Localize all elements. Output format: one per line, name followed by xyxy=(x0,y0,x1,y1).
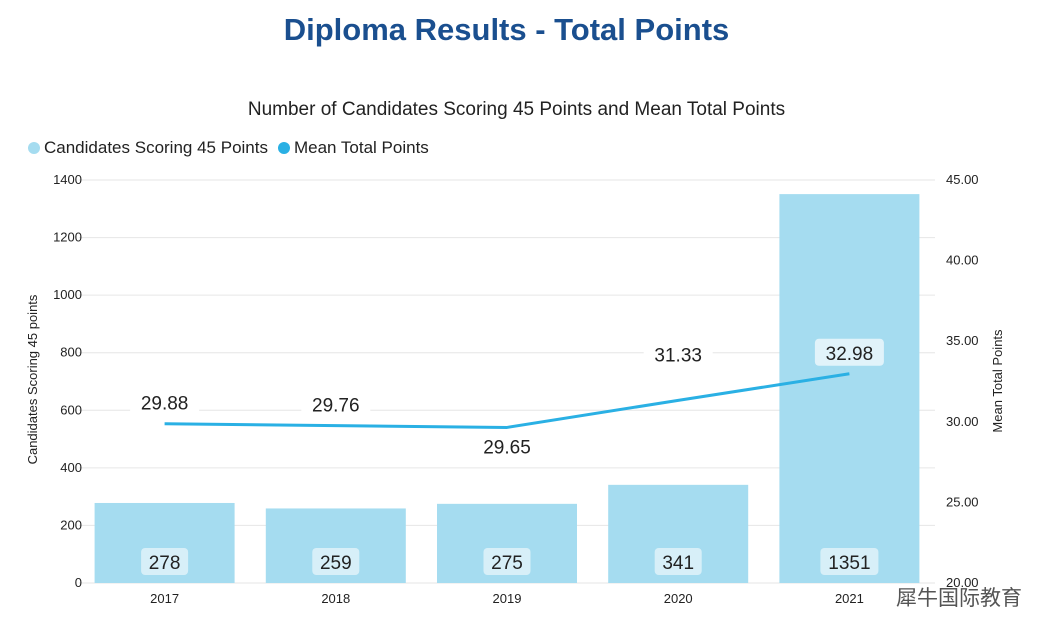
bar xyxy=(779,194,920,584)
legend-item-candidates[interactable]: Candidates Scoring 45 Points xyxy=(28,138,268,158)
bar-data-label: 1351 xyxy=(828,553,870,574)
y2-tick-label: 40.00 xyxy=(946,253,979,268)
y2-tick-label: 30.00 xyxy=(946,414,979,429)
x-tick-label: 2018 xyxy=(321,591,350,606)
bar-data-label: 275 xyxy=(491,553,523,574)
y-tick-label: 800 xyxy=(60,345,82,360)
line-data-label: 29.76 xyxy=(312,396,360,417)
bar-label-background xyxy=(820,548,879,575)
y-tick-label: 400 xyxy=(60,460,82,475)
chart-legend: Candidates Scoring 45 Points Mean Total … xyxy=(28,138,439,158)
chart-title: Number of Candidates Scoring 45 Points a… xyxy=(247,99,786,120)
line-data-label: 29.65 xyxy=(483,437,531,458)
legend-marker-mean xyxy=(277,142,290,154)
data-labels: 278 259 275 341 1351 29.88 29.76 29.65 31.33 32.9… xyxy=(130,338,884,575)
y2-axis-title: Mean Total Points xyxy=(990,329,1005,433)
line-label-background xyxy=(814,338,884,366)
bar-label-background xyxy=(483,548,531,575)
legend-label-mean: Mean Total Points xyxy=(293,138,429,157)
bar-label-background xyxy=(141,548,189,575)
legend-label-candidates: Candidates Scoring 45 Points xyxy=(44,138,268,157)
x-tick-label: 2017 xyxy=(150,591,179,606)
bar-series xyxy=(94,194,920,584)
y2-tick-label: 20.00 xyxy=(946,575,979,590)
page-title: Diploma Results - Total Points xyxy=(283,12,730,47)
y-tick-label: 600 xyxy=(60,402,82,417)
bar-data-label: 278 xyxy=(149,553,181,574)
line-label-background xyxy=(130,388,200,416)
y2-tick-label: 25.00 xyxy=(946,494,979,509)
bar-label-background xyxy=(654,548,702,575)
y2-tick-label: 45.00 xyxy=(946,172,979,187)
x-tick-label: 2019 xyxy=(493,591,522,606)
bar-data-label: 259 xyxy=(320,553,352,574)
y-axis-title: Candidates Scoring 45 points xyxy=(25,294,40,464)
line-label-background xyxy=(472,432,542,460)
bar-data-label: 341 xyxy=(662,553,694,574)
line-data-label: 32.98 xyxy=(826,344,874,365)
line-label-background xyxy=(301,390,371,418)
x-tick-label: 2020 xyxy=(664,591,693,606)
line-data-label: 29.88 xyxy=(141,394,189,415)
y2-tick-label: 35.00 xyxy=(946,333,979,348)
y-tick-label: 1200 xyxy=(53,230,82,245)
bar-label-background xyxy=(312,548,360,575)
y-tick-label: 1000 xyxy=(53,287,82,302)
line-series xyxy=(164,372,850,429)
line-data-label: 31.33 xyxy=(654,345,702,366)
legend-marker-candidates xyxy=(28,142,40,154)
mean-line xyxy=(164,372,850,429)
line-label-background xyxy=(643,340,713,368)
x-tick-label: 2021 xyxy=(835,591,864,606)
legend-item-mean[interactable]: Mean Total Points xyxy=(277,138,429,158)
axes: 0 200 400 600 800 1000 1200 1400 20.00 25.00 30.00… xyxy=(25,172,1005,606)
y-tick-label: 1400 xyxy=(53,172,82,187)
y-tick-label: 0 xyxy=(75,575,82,590)
watermark-text: 犀牛国际教育 xyxy=(896,586,1022,610)
y-tick-label: 200 xyxy=(60,517,82,532)
